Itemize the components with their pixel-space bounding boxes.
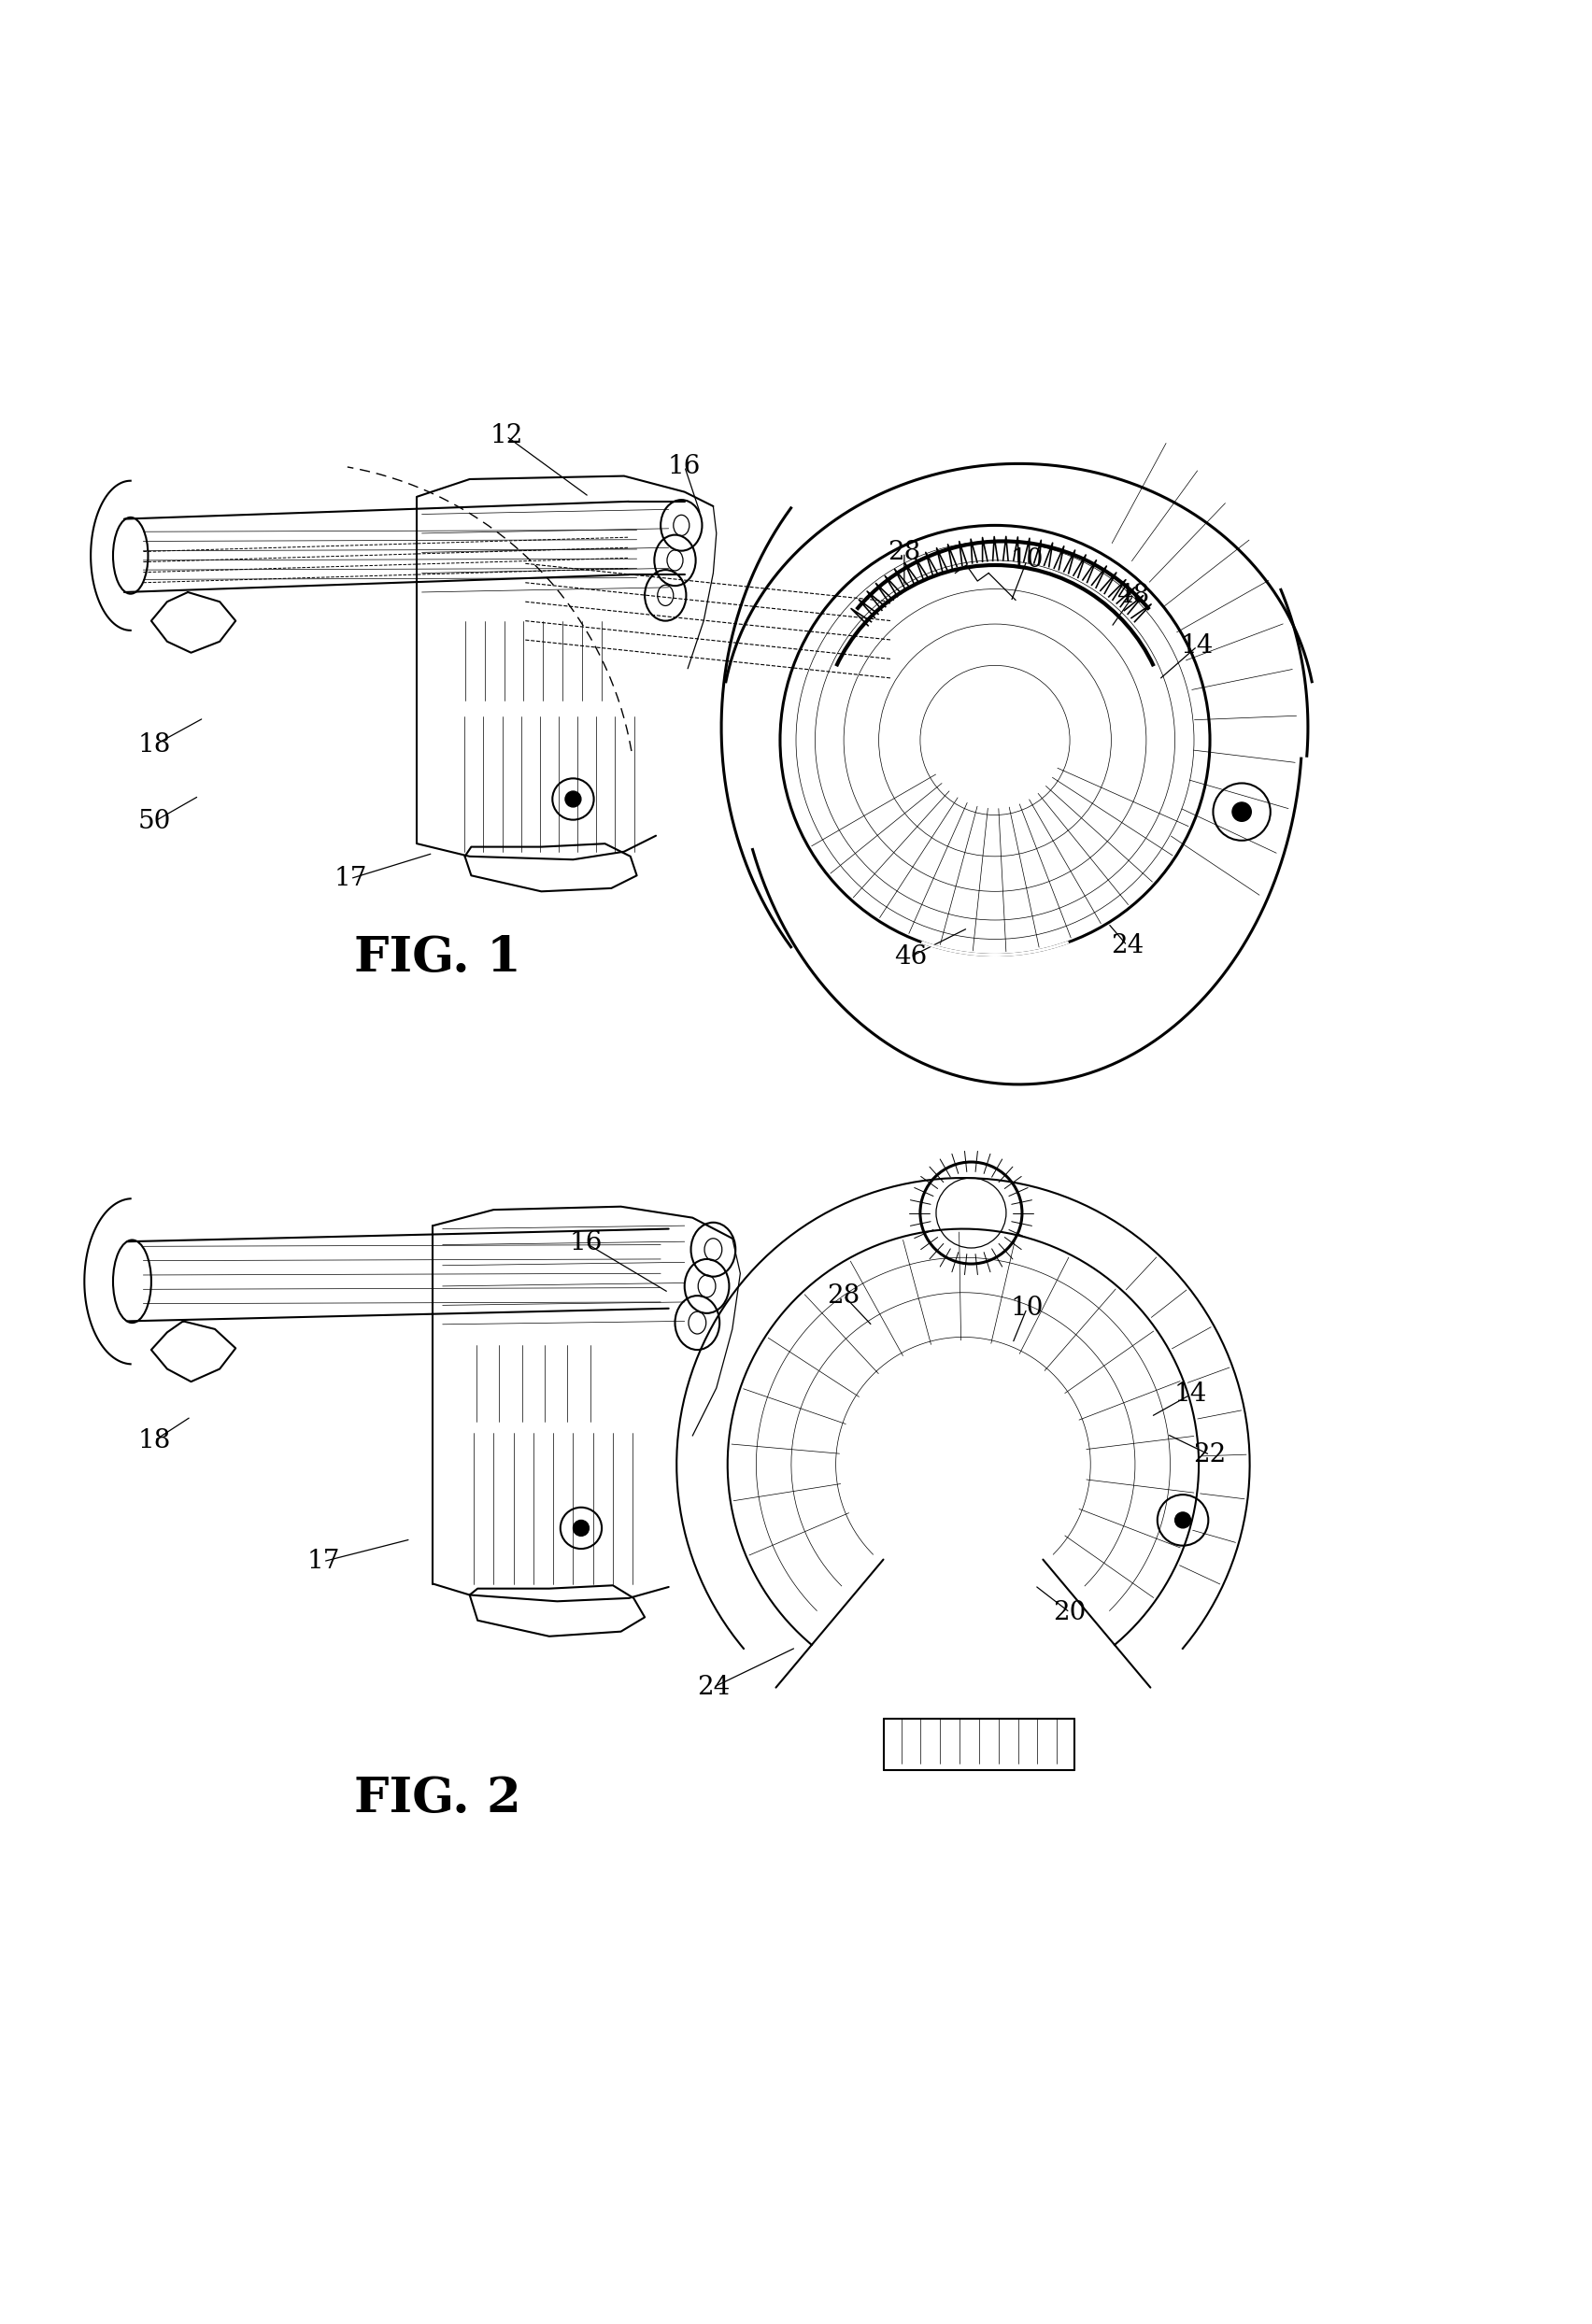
- Text: 16: 16: [669, 453, 700, 479]
- Circle shape: [565, 790, 581, 806]
- Text: 46: 46: [895, 944, 927, 969]
- Text: 16: 16: [570, 1232, 602, 1255]
- Text: 17: 17: [307, 1548, 339, 1573]
- Text: 17: 17: [334, 867, 366, 892]
- Text: 48: 48: [1118, 583, 1149, 609]
- Circle shape: [573, 1520, 589, 1536]
- Text: 14: 14: [1181, 634, 1213, 660]
- Text: 18: 18: [139, 1427, 170, 1452]
- Circle shape: [1175, 1513, 1191, 1529]
- Text: 18: 18: [139, 732, 170, 758]
- Text: 20: 20: [1054, 1599, 1086, 1624]
- Text: 28: 28: [828, 1283, 860, 1308]
- Text: 22: 22: [1194, 1443, 1226, 1466]
- Text: 28: 28: [888, 539, 920, 565]
- Circle shape: [1232, 802, 1251, 820]
- Text: 10: 10: [1011, 548, 1043, 574]
- Text: 12: 12: [490, 423, 522, 449]
- Text: FIG. 2: FIG. 2: [355, 1776, 521, 1822]
- Text: 10: 10: [1011, 1297, 1043, 1320]
- Text: 24: 24: [697, 1676, 729, 1699]
- Text: 14: 14: [1175, 1383, 1207, 1406]
- Text: FIG. 1: FIG. 1: [355, 934, 521, 983]
- Text: 24: 24: [1111, 932, 1143, 957]
- Text: 50: 50: [139, 809, 170, 834]
